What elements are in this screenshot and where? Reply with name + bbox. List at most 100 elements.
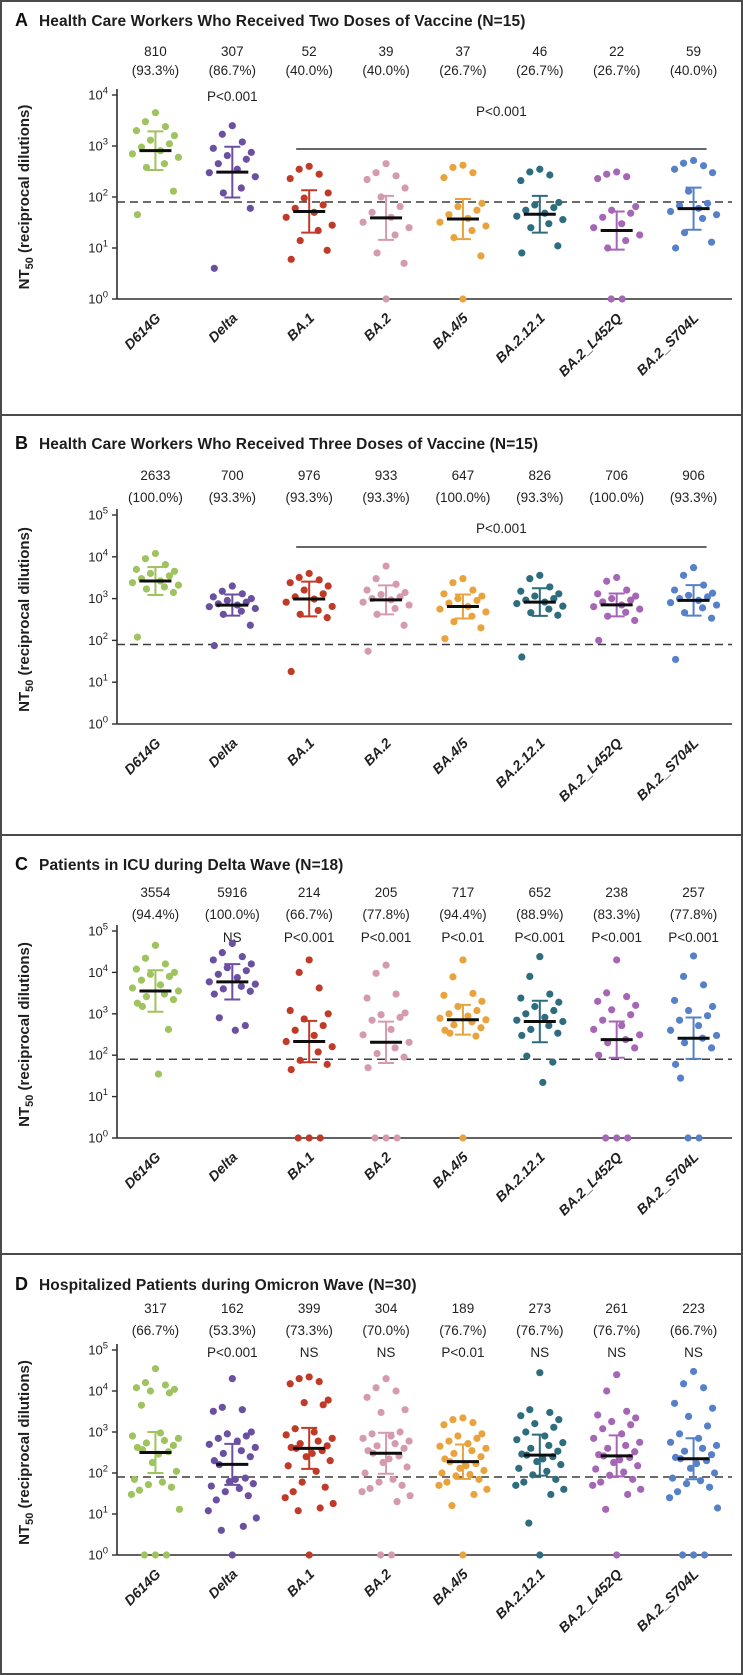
panel-c-header: C Patients in ICU during Delta Wave (N=1…: [15, 854, 343, 875]
data-point: [708, 1404, 717, 1412]
data-point: [377, 1011, 385, 1019]
data-point: [636, 605, 644, 613]
data-point: [376, 1551, 385, 1559]
data-point: [680, 1039, 689, 1047]
data-point: [363, 1393, 371, 1401]
data-point: [405, 1437, 413, 1445]
group-p-value: NS: [223, 930, 242, 945]
data-point: [146, 970, 155, 978]
data-point: [244, 1492, 252, 1500]
data-point: [287, 667, 295, 676]
data-point: [616, 1456, 624, 1464]
data-point: [477, 252, 485, 260]
data-point: [515, 1464, 523, 1472]
group-stat-percent: (77.8%): [670, 907, 717, 922]
data-point: [286, 579, 294, 587]
data-point: [140, 1551, 149, 1559]
data-point: [698, 214, 707, 223]
data-point: [204, 1507, 212, 1515]
data-point: [512, 1481, 520, 1489]
data-point: [550, 1006, 558, 1015]
y-axis-label: NT50 (reciprocal dilutions): [16, 1360, 36, 1545]
data-point: [231, 1475, 239, 1483]
data-point: [379, 1458, 387, 1467]
group-stat-percent: (93.3%): [516, 490, 563, 505]
data-point: [174, 153, 183, 161]
data-point: [223, 1430, 231, 1438]
data-point: [174, 987, 183, 995]
data-point: [552, 1475, 560, 1483]
data-point: [445, 1437, 453, 1445]
data-point: [680, 229, 689, 237]
group-BA.2.12.1: 826 (93.3%) BA.2.12.1: [492, 468, 567, 791]
data-point: [241, 1474, 249, 1482]
data-point: [221, 1488, 229, 1496]
data-point: [707, 614, 716, 622]
x-axis-label: BA.2_S704L: [633, 735, 702, 804]
data-point: [312, 1467, 320, 1475]
data-point: [133, 211, 142, 219]
y-axis-tick-label: 101: [88, 1087, 108, 1104]
group-stat-percent: (100.0%): [589, 490, 644, 505]
data-point: [228, 582, 236, 590]
data-point: [239, 1522, 247, 1530]
group-p-value: P<0.001: [284, 930, 335, 945]
data-point: [228, 939, 236, 948]
data-point: [396, 1013, 404, 1021]
data-point: [441, 635, 449, 643]
group-stat-percent: (93.3%): [362, 490, 409, 505]
data-point: [636, 231, 644, 239]
data-point: [459, 1134, 467, 1142]
data-point: [291, 1026, 299, 1034]
data-point: [141, 1379, 150, 1387]
data-point: [329, 1499, 337, 1508]
data-point: [302, 1453, 310, 1461]
data-point: [382, 1375, 390, 1383]
data-point: [473, 1434, 481, 1442]
panel-d-chart-svg: NT50 (reciprocal dilutions) 100 101 102 103 1…: [16, 1301, 732, 1635]
data-point: [405, 601, 413, 609]
data-point: [169, 1441, 178, 1450]
data-point: [382, 562, 390, 570]
data-point: [281, 1494, 289, 1502]
data-point: [675, 1430, 684, 1438]
data-point: [305, 1134, 313, 1142]
data-point: [377, 193, 385, 201]
data-point: [604, 1444, 612, 1452]
data-point: [382, 1134, 390, 1142]
data-point: [541, 1013, 549, 1021]
group-stat-percent: (70.0%): [362, 1323, 409, 1338]
data-point: [162, 1551, 171, 1559]
data-point: [545, 220, 553, 228]
data-point: [373, 249, 381, 257]
data-point: [449, 1416, 457, 1424]
data-point: [238, 590, 246, 598]
data-point: [689, 564, 698, 572]
y-axis-tick-label: 103: [88, 1423, 108, 1440]
group-BA.2.12.1: 273 (76.7%) NS BA.2.12.1: [492, 1301, 568, 1622]
data-point: [449, 163, 457, 172]
data-point: [323, 614, 331, 622]
data-point: [238, 953, 246, 961]
data-point: [324, 1396, 332, 1404]
data-point: [560, 1485, 568, 1493]
data-point: [477, 624, 485, 632]
group-stat-percent: (66.7%): [670, 1323, 717, 1338]
data-point: [712, 1031, 721, 1040]
data-point: [450, 1021, 458, 1029]
data-point: [314, 1048, 322, 1056]
data-point: [289, 1488, 297, 1496]
group-stat-percent: (83.3%): [593, 907, 640, 922]
data-point: [698, 1444, 707, 1452]
data-point: [238, 1406, 246, 1414]
data-point: [382, 961, 390, 969]
data-point: [323, 1060, 331, 1068]
data-point: [246, 621, 254, 629]
data-point: [666, 599, 675, 607]
data-point: [305, 569, 313, 578]
data-point: [142, 585, 151, 593]
data-point: [707, 1451, 716, 1459]
data-point: [368, 208, 376, 216]
data-point: [632, 202, 640, 211]
data-point: [223, 964, 231, 972]
